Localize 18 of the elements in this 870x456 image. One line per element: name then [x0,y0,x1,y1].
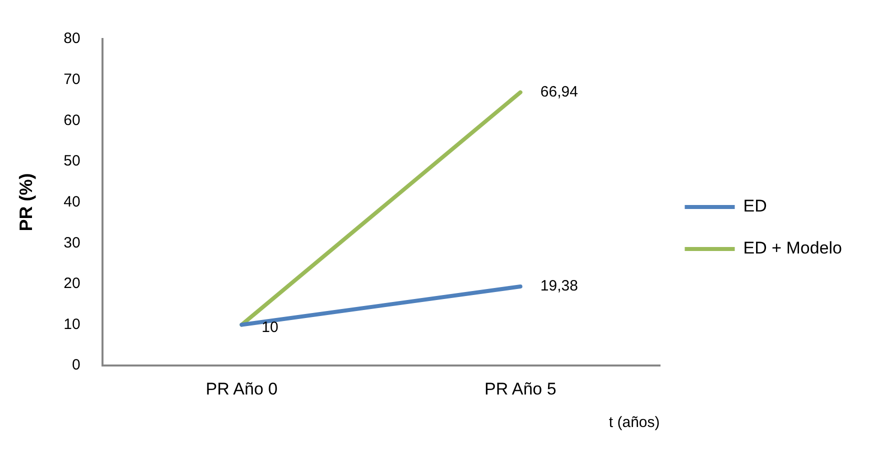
y-tick-label: 0 [72,356,80,374]
y-tick-label: 20 [64,275,80,292]
data-label: 10 [262,318,278,336]
y-tick-label: 30 [64,234,80,252]
y-tick-label: 70 [64,70,80,88]
y-tick-label: 10 [64,316,80,333]
x-tick-label: PR Año 5 [484,379,556,398]
y-axis-title: PR (%) [16,173,36,232]
y-tick-label: 80 [64,30,80,48]
data-label: 19,38 [540,278,578,295]
y-tick-label: 60 [64,112,80,129]
legend-label: ED + Modelo [743,238,842,258]
x-tick-label: PR Año 0 [206,379,278,398]
y-tick-label: 40 [64,193,80,210]
x-axis-title: t (años) [608,414,660,432]
y-tick-label: 50 [64,152,80,170]
data-label: 66,94 [540,83,578,100]
legend-label: ED [743,196,767,216]
